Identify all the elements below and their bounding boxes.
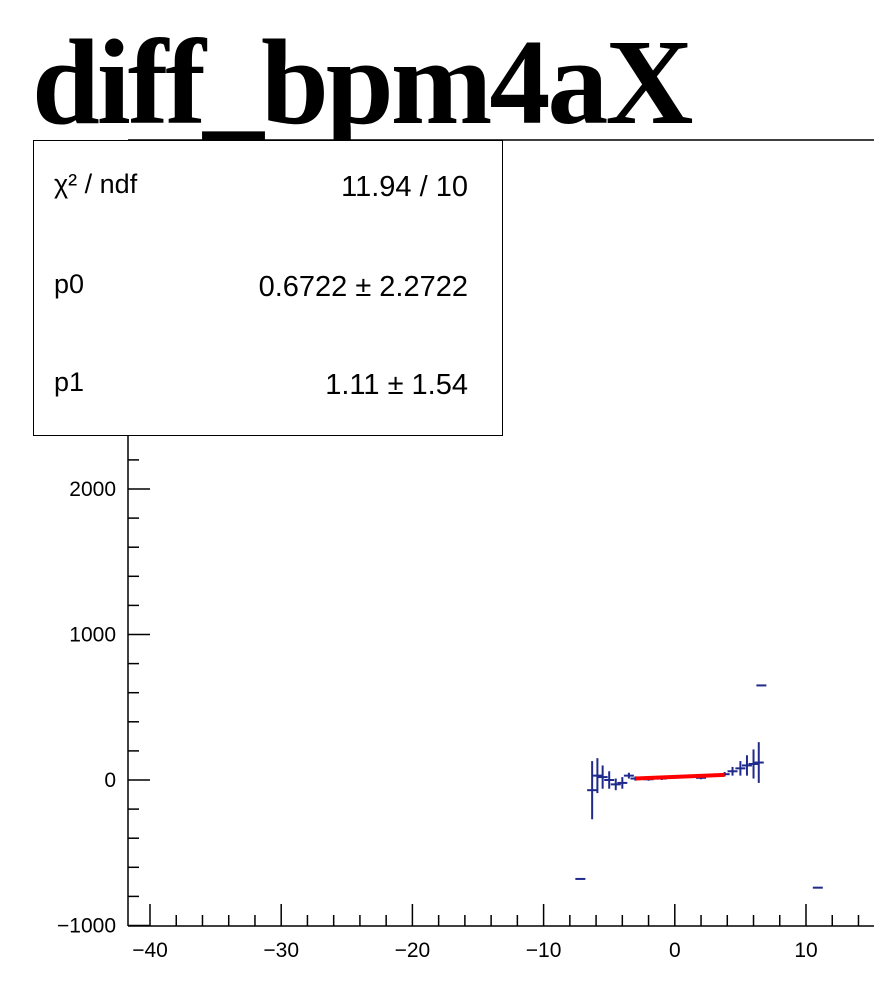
data-point [753,742,764,783]
stats-label-p0: p0 [54,269,85,299]
fit-line [635,772,725,781]
data-point [597,765,608,789]
stats-value-p0: 0.6722 ± 2.2722 [258,271,468,303]
data-point [727,766,738,776]
x-tick-label: −30 [263,939,299,962]
data-point [735,761,746,776]
data-point [741,755,752,776]
data-marks [575,684,823,889]
y-tick-label: 1000 [69,624,116,647]
stats-row-p1: p1 1.11 ± 1.54 [34,367,502,407]
data-point [604,771,615,789]
y-tick-label: −1000 [57,915,116,938]
x-tick-label: −20 [395,939,431,962]
data-point [592,758,603,794]
x-tick-label: 0 [669,939,681,962]
data-point [587,761,598,820]
stats-value-chi2: 11.94 / 10 [341,171,468,203]
x-tick-label: 10 [794,939,817,962]
data-point [610,778,621,791]
data-point [748,749,759,779]
stats-row-chi2: χ² / ndf 11.94 / 10 [34,169,502,209]
stats-row-p0: p0 0.6722 ± 2.2722 [34,269,502,309]
x-tick-label: −40 [132,939,168,962]
data-point [617,777,628,789]
x-tick-label: −10 [526,939,562,962]
fit-stats-box: χ² / ndf 11.94 / 10 p0 0.6722 ± 2.2722 p… [33,140,503,436]
y-tick-label: 2000 [69,478,116,501]
data-point [623,772,634,779]
stats-label-p1: p1 [54,367,85,397]
axes: −40 −30 −20 −10 0 10 −1000 0 1000 2000 [57,400,860,962]
stats-value-p1: 1.11 ± 1.54 [325,369,468,401]
y-tick-label: 0 [104,769,116,792]
stats-label-chi2: χ² / ndf [54,169,138,199]
plot-title: diff_bpm4aX [32,15,693,150]
